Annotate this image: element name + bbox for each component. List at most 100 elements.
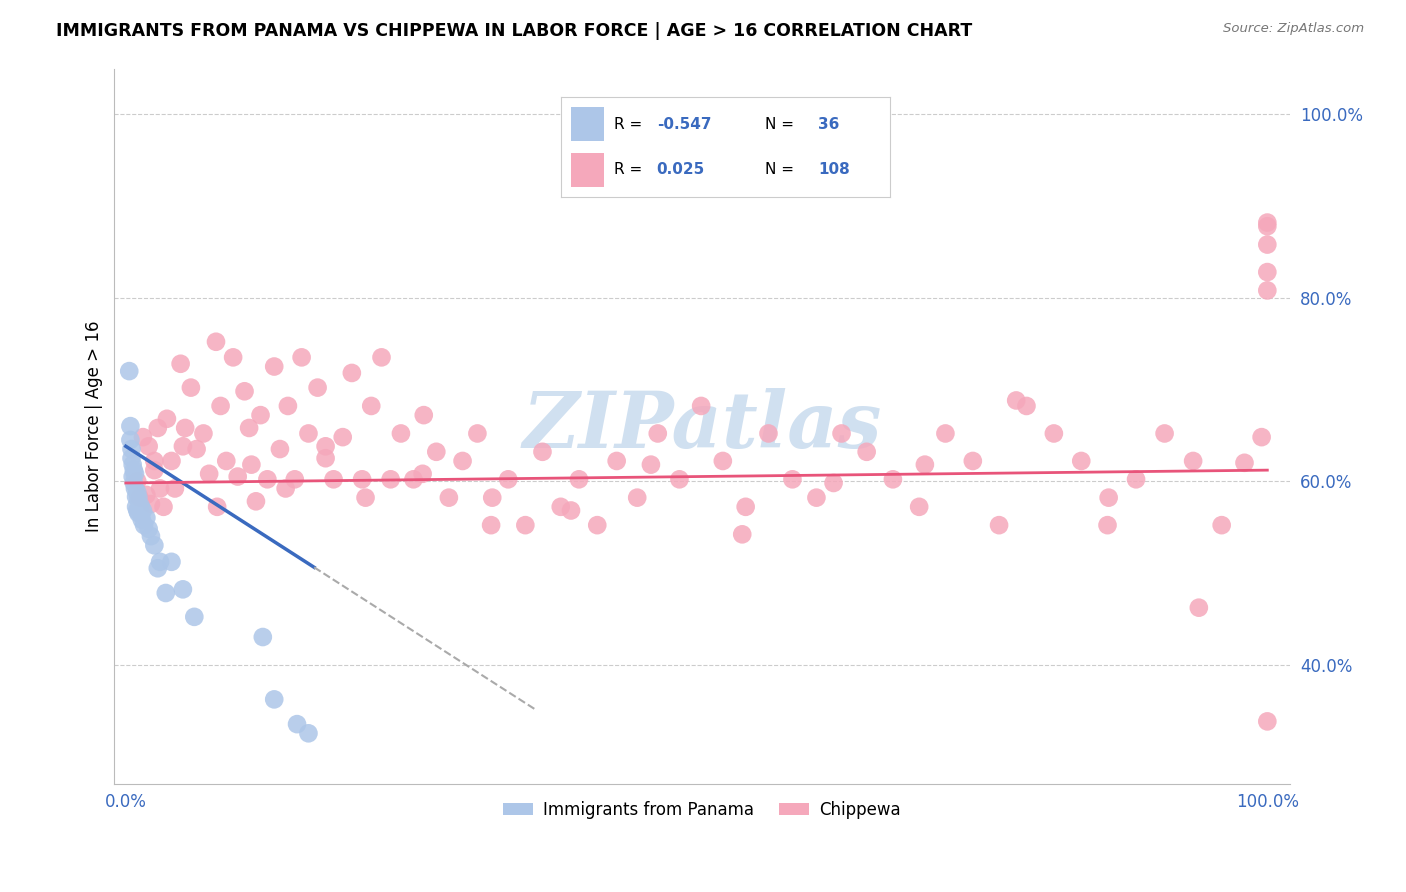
- Point: [467, 426, 489, 441]
- Point: [198, 467, 221, 481]
- Point: [215, 454, 238, 468]
- Point: [425, 445, 447, 459]
- Point: [169, 357, 191, 371]
- Point: [269, 442, 291, 456]
- Point: [146, 421, 169, 435]
- Point: [647, 426, 669, 441]
- Point: [1188, 600, 1211, 615]
- Point: [180, 381, 202, 395]
- Point: [758, 426, 780, 441]
- Point: [626, 491, 648, 505]
- Point: [263, 359, 285, 374]
- Point: [132, 518, 155, 533]
- Point: [1250, 430, 1272, 444]
- Point: [245, 494, 267, 508]
- Point: [1256, 219, 1278, 234]
- Point: [120, 433, 142, 447]
- Point: [125, 500, 148, 514]
- Legend: Immigrants from Panama, Chippewa: Immigrants from Panama, Chippewa: [496, 794, 908, 825]
- Point: [222, 351, 245, 365]
- Point: [205, 334, 228, 349]
- Point: [209, 399, 232, 413]
- Point: [855, 445, 877, 459]
- Point: [531, 445, 554, 459]
- Point: [354, 491, 377, 505]
- Point: [782, 472, 804, 486]
- Point: [340, 366, 363, 380]
- Point: [1256, 284, 1278, 298]
- Point: [734, 500, 756, 514]
- Point: [249, 408, 271, 422]
- Text: Source: ZipAtlas.com: Source: ZipAtlas.com: [1223, 22, 1364, 36]
- Point: [806, 491, 828, 505]
- Point: [1153, 426, 1175, 441]
- Point: [1097, 518, 1119, 533]
- Point: [315, 451, 337, 466]
- Point: [240, 458, 263, 472]
- Point: [205, 500, 228, 514]
- Point: [322, 472, 344, 486]
- Point: [380, 472, 402, 486]
- Point: [823, 475, 845, 490]
- Point: [360, 399, 382, 413]
- Point: [174, 421, 197, 435]
- Point: [586, 518, 609, 533]
- Point: [128, 501, 150, 516]
- Point: [160, 555, 183, 569]
- Point: [156, 411, 179, 425]
- Point: [135, 488, 157, 502]
- Point: [1182, 454, 1205, 468]
- Point: [882, 472, 904, 486]
- Point: [129, 499, 152, 513]
- Point: [127, 485, 149, 500]
- Point: [389, 426, 412, 441]
- Point: [988, 518, 1011, 533]
- Point: [172, 582, 194, 597]
- Point: [962, 454, 984, 468]
- Point: [143, 463, 166, 477]
- Point: [127, 491, 149, 505]
- Point: [138, 439, 160, 453]
- Point: [277, 399, 299, 413]
- Point: [274, 482, 297, 496]
- Point: [711, 454, 734, 468]
- Point: [1015, 399, 1038, 413]
- Point: [402, 472, 425, 486]
- Point: [1256, 237, 1278, 252]
- Y-axis label: In Labor Force | Age > 16: In Labor Force | Age > 16: [86, 320, 103, 532]
- Point: [332, 430, 354, 444]
- Point: [149, 482, 172, 496]
- Point: [481, 491, 503, 505]
- Point: [124, 482, 146, 496]
- Point: [1256, 216, 1278, 230]
- Point: [252, 630, 274, 644]
- Point: [731, 527, 754, 541]
- Point: [297, 726, 319, 740]
- Point: [172, 439, 194, 453]
- Point: [143, 454, 166, 468]
- Point: [131, 513, 153, 527]
- Point: [238, 421, 260, 435]
- Point: [412, 408, 434, 422]
- Point: [124, 467, 146, 481]
- Point: [139, 529, 162, 543]
- Point: [127, 506, 149, 520]
- Point: [412, 467, 434, 481]
- Point: [352, 472, 374, 486]
- Point: [139, 497, 162, 511]
- Point: [315, 439, 337, 453]
- Point: [183, 610, 205, 624]
- Point: [1005, 393, 1028, 408]
- Point: [370, 351, 392, 365]
- Point: [479, 518, 502, 533]
- Point: [193, 426, 215, 441]
- Point: [149, 555, 172, 569]
- Point: [934, 426, 956, 441]
- Point: [160, 454, 183, 468]
- Point: [121, 451, 143, 466]
- Text: IMMIGRANTS FROM PANAMA VS CHIPPEWA IN LABOR FORCE | AGE > 16 CORRELATION CHART: IMMIGRANTS FROM PANAMA VS CHIPPEWA IN LA…: [56, 22, 973, 40]
- Point: [284, 472, 307, 486]
- Point: [121, 442, 143, 456]
- Point: [690, 399, 713, 413]
- Point: [135, 511, 157, 525]
